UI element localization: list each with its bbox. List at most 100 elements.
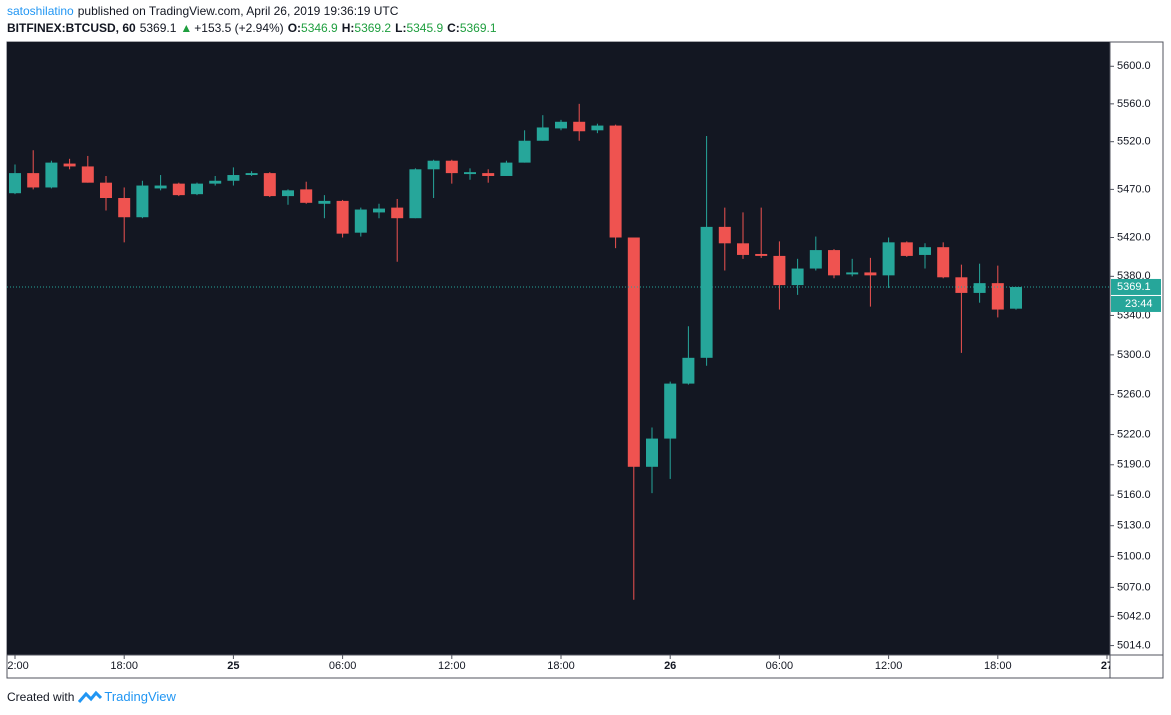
candle-body (1010, 286, 1022, 309)
candle-body (718, 226, 731, 244)
candle-body (518, 140, 531, 163)
candle-body (500, 162, 513, 176)
candle-body (919, 247, 931, 255)
candle-body (354, 209, 367, 233)
price-label-box (1111, 278, 1161, 295)
ohlc: O:5346.9 H:5369.2 L:5345.9 C:5369.1 (288, 21, 501, 35)
candle-body (391, 207, 404, 219)
candle-body (900, 242, 913, 256)
candle-body (555, 121, 567, 129)
countdown: 23:44 (1125, 298, 1153, 310)
last-price: 5369.1 (139, 21, 177, 35)
candle-body (682, 357, 695, 384)
y-tick-label: 5220.0 (1117, 428, 1151, 440)
x-tick-label: 12:00 (438, 660, 466, 672)
published: published on TradingView.com, April 26, … (77, 4, 399, 18)
brand[interactable]: TradingView (104, 689, 176, 704)
created-with: Created with (7, 689, 75, 704)
candle-body (755, 253, 768, 256)
time-axis: 12:00 18:00 25 06:00 12:00 18:00 26 06:00 12:00 1… (7, 655, 1113, 672)
ohlc-value: 5369.1 (459, 21, 497, 35)
candle-body (646, 438, 658, 467)
up-arrow: ▲ (180, 21, 193, 35)
candle-body (573, 121, 586, 132)
y-tick-label: 5070.0 (1117, 581, 1151, 593)
candle-body (791, 268, 804, 286)
candle-body (846, 272, 859, 275)
candle-body (100, 182, 112, 199)
x-tick-label: 27 (1101, 660, 1113, 672)
candle-body (536, 127, 549, 141)
y-tick-label: 5520.0 (1117, 136, 1151, 148)
candle-body (409, 169, 422, 219)
candle-body (282, 190, 294, 197)
price-label: 5369.1 (1117, 281, 1151, 293)
candle-body (45, 162, 58, 188)
candle-body (63, 163, 76, 167)
candle-body (482, 173, 495, 176)
y-tick-label: 5042.0 (1117, 610, 1151, 622)
ohlc-label: O: (287, 21, 302, 35)
ohlc-label: H: (341, 21, 355, 35)
y-tick-label: 5300.0 (1117, 349, 1151, 361)
candle-body (263, 173, 276, 197)
y-tick-label: 5600.0 (1117, 60, 1151, 72)
ohlc-label: C: (447, 21, 460, 35)
change: +153.5 (+2.94%) (194, 21, 284, 35)
x-tick-label: 06:00 (766, 660, 794, 672)
x-tick-label: 18:00 (110, 660, 138, 672)
x-tick-label: 26 (664, 660, 676, 672)
footer: Created with TradingView (7, 689, 176, 704)
symbol-line: BITFINEX:BTCUSD, 60 5369.1 ▲ +153.5 (+2.94%… (7, 21, 505, 35)
symbol: BITFINEX:BTCUSD, 60 (7, 21, 136, 35)
candle-body (154, 185, 167, 189)
candle-body (227, 175, 240, 181)
candle-body (828, 250, 840, 276)
candle-body (81, 166, 94, 183)
candle-body (737, 243, 749, 255)
y-tick-label: 5420.0 (1117, 231, 1151, 243)
candle-body (609, 125, 622, 238)
candle-body (245, 173, 258, 176)
candle-body (773, 255, 786, 286)
y-tick-label: 5340.0 (1117, 309, 1151, 321)
candle-body (627, 237, 640, 467)
logo (78, 690, 103, 703)
x-tick-label: 25 (227, 660, 239, 672)
candle-body (700, 226, 713, 358)
candle-body (209, 180, 222, 184)
candle-body (991, 283, 1004, 310)
x-tick-label: 06:00 (329, 660, 357, 672)
y-tick-label: 5014.0 (1117, 639, 1151, 651)
candle-body (373, 208, 385, 213)
y-tick-label: 5190.0 (1117, 459, 1151, 471)
candle-body (336, 200, 349, 234)
y-tick-label: 5560.0 (1117, 98, 1151, 110)
y-tick-label: 5260.0 (1117, 388, 1151, 400)
candle-body (882, 242, 895, 276)
candle-body (955, 277, 968, 293)
author[interactable]: satoshilatino (7, 4, 74, 18)
y-tick-label: 5470.0 (1117, 183, 1151, 195)
ohlc-value: 5345.9 (406, 21, 444, 35)
candle-body (809, 250, 822, 269)
ohlc-value: 5369.2 (354, 21, 392, 35)
candle-body (300, 189, 313, 203)
x-tick-label: 18:00 (984, 660, 1012, 672)
plot-area (7, 42, 1110, 655)
candle-body (27, 173, 40, 188)
candle-body (427, 160, 440, 170)
candle-body (191, 183, 203, 195)
y-tick-label: 5160.0 (1117, 489, 1151, 501)
candle-body (136, 185, 149, 218)
countdown-box (1111, 295, 1161, 312)
x-tick-label: 12:00 (875, 660, 903, 672)
candle-body (664, 383, 677, 439)
publish-line: satoshilatino published on TradingView.co… (7, 4, 402, 18)
candle-body (864, 272, 877, 276)
candle-body (172, 183, 185, 196)
y-tick-label: 5130.0 (1117, 520, 1151, 532)
ohlc-value: 5346.9 (301, 21, 338, 35)
